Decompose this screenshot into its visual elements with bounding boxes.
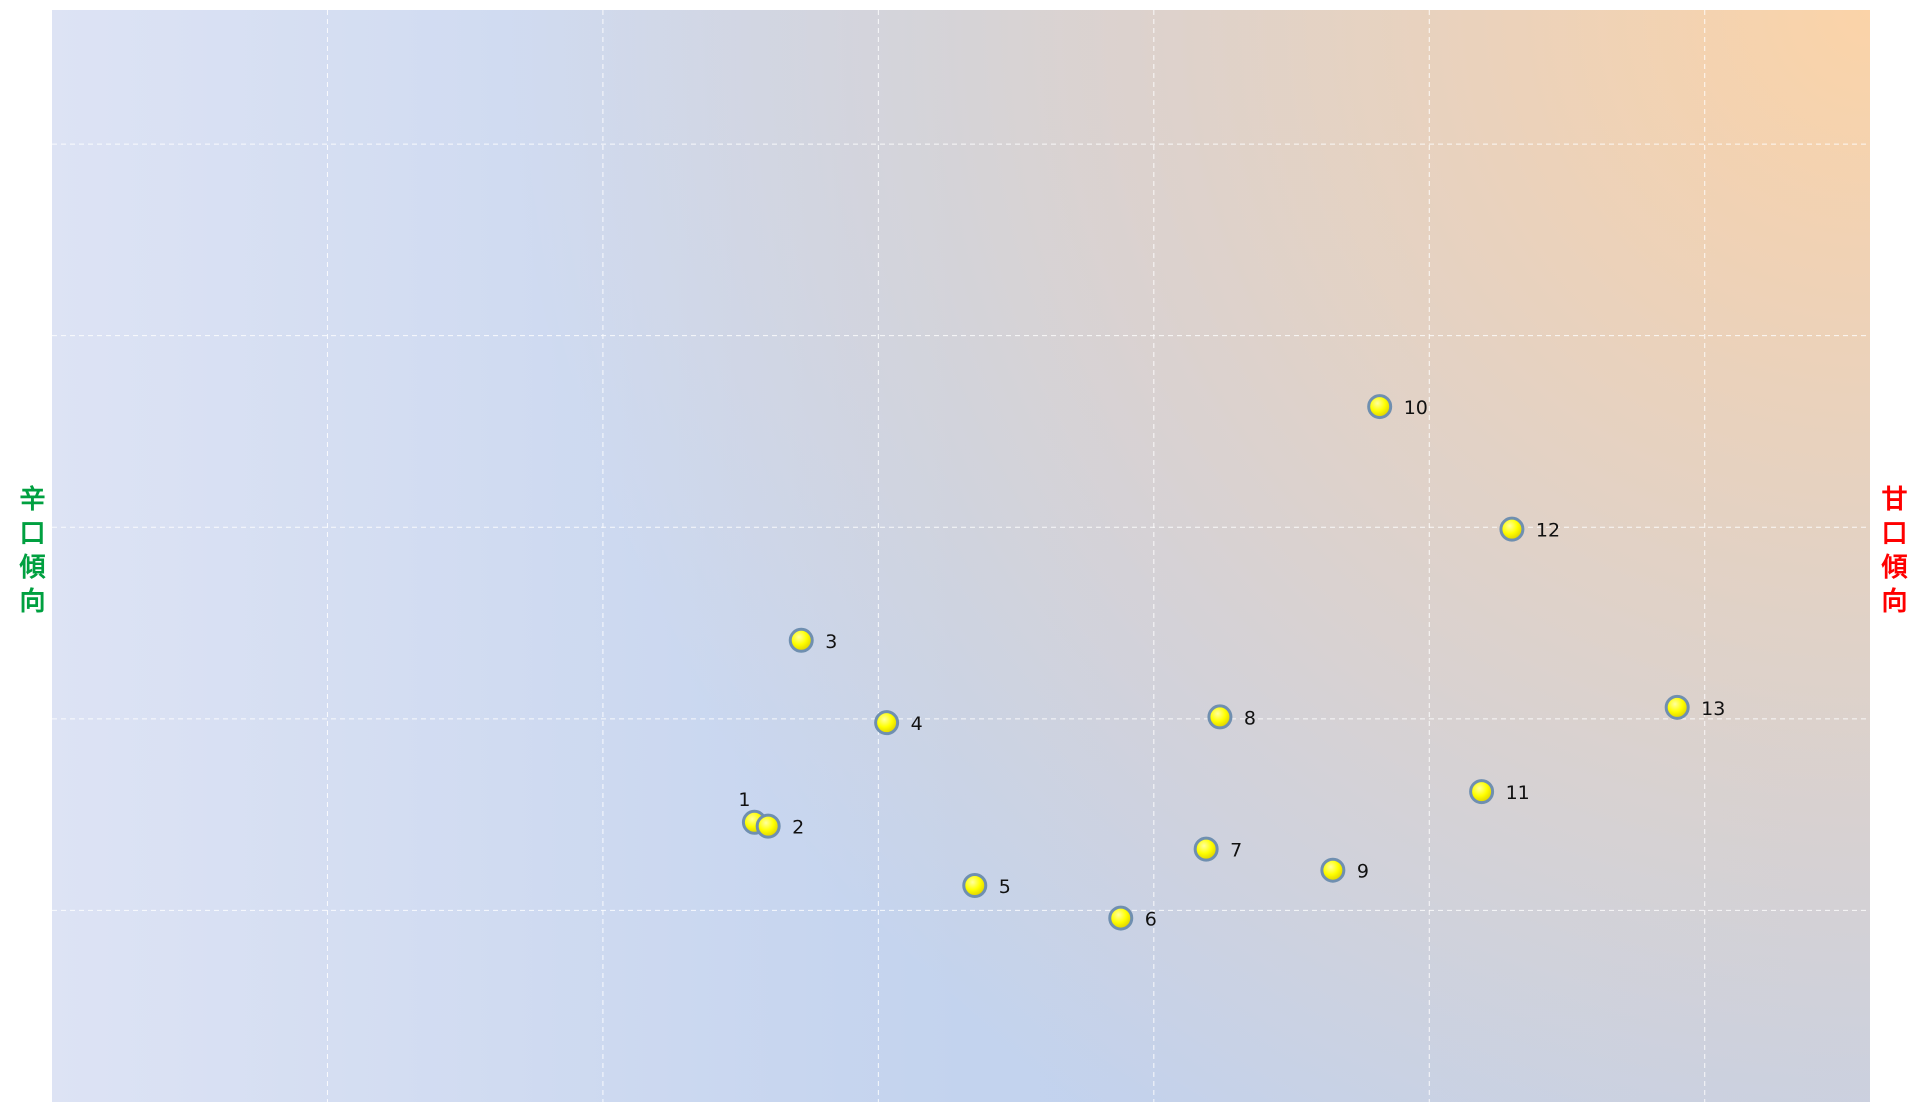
point (1367, 394, 1393, 420)
point (962, 873, 988, 899)
left-axis-label: 辛口傾向 (15, 485, 45, 621)
point-label: 11 (1506, 782, 1530, 804)
point-label: 13 (1701, 698, 1725, 720)
point (1108, 905, 1134, 931)
point (1193, 836, 1219, 862)
point-label: 1 (738, 789, 750, 811)
point (1499, 516, 1525, 542)
point-label: 6 (1145, 909, 1157, 931)
point-label: 7 (1230, 840, 1242, 862)
point (1469, 779, 1495, 805)
point-label: 4 (911, 713, 923, 735)
plot-highlight (52, 10, 1870, 1102)
point (1207, 704, 1233, 730)
point-label: 10 (1404, 397, 1428, 419)
point-label: 8 (1244, 707, 1256, 729)
point (788, 627, 814, 653)
point-label: 9 (1357, 861, 1369, 883)
point-label: 2 (792, 817, 804, 839)
point-label: 12 (1536, 520, 1560, 542)
point (1320, 857, 1346, 883)
point (1664, 694, 1690, 720)
point (874, 710, 900, 736)
point-label: 3 (825, 631, 837, 653)
point (755, 813, 781, 839)
right-axis-label: 甘口傾向 (1877, 485, 1907, 621)
point-label: 5 (999, 876, 1011, 898)
